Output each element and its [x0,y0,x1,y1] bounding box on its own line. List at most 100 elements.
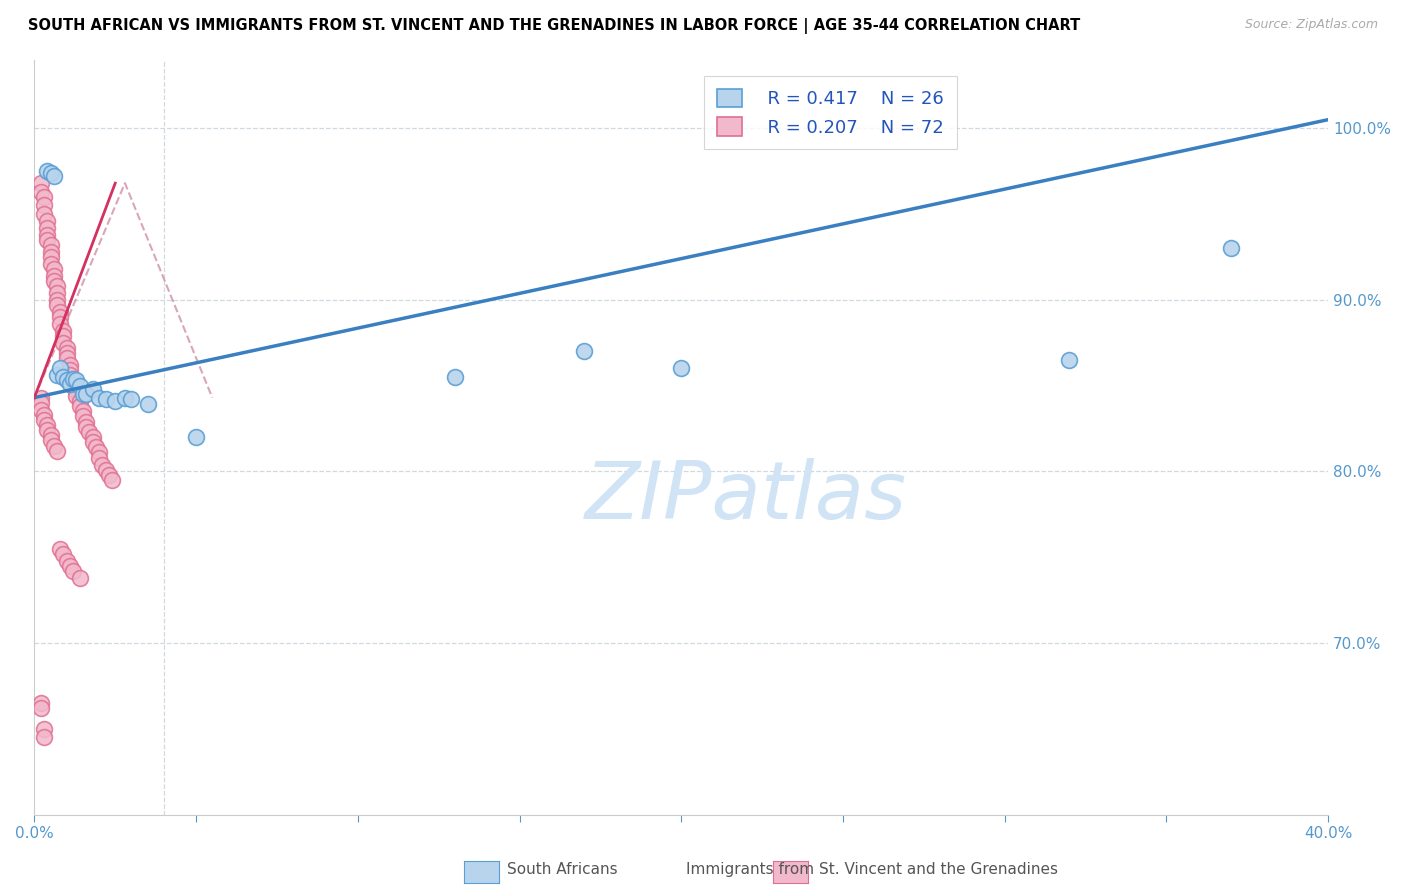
Point [39,257,62,271]
Point [65,384,87,398]
Point [32,731,55,745]
Point [82,382,104,396]
Point [75,415,97,429]
Point [52,328,75,343]
Point [46,443,69,458]
Point [49,310,72,324]
Point [574,344,596,359]
Point [49,541,72,556]
Point [62,372,84,386]
Point [37,214,59,228]
Point [82,430,104,444]
Point [30,402,52,417]
Point [30,176,52,190]
Point [42,169,65,184]
Point [52,370,75,384]
Point [94,392,117,407]
Point [136,397,159,411]
Point [84,441,107,455]
Point [65,389,87,403]
Point [37,220,59,235]
Text: Immigrants from St. Vincent and the Grenadines: Immigrants from St. Vincent and the Gren… [686,863,1057,877]
Point [69,399,91,413]
Point [32,207,55,221]
Point [69,394,91,409]
Point [49,317,72,331]
Point [42,261,65,276]
Point [30,396,52,410]
Legend:   R = 0.417    N = 26,   R = 0.207    N = 72: R = 0.417 N = 26, R = 0.207 N = 72 [704,76,957,149]
Point [671,361,693,376]
Point [30,391,52,405]
Point [62,564,84,578]
Point [87,450,110,465]
Text: Source: ZipAtlas.com: Source: ZipAtlas.com [1244,18,1378,31]
Point [82,435,104,450]
Point [39,244,62,259]
Point [72,404,94,418]
Point [59,558,82,573]
Point [104,394,127,409]
Point [87,391,110,405]
Point [42,439,65,453]
Point [37,423,59,437]
Point [37,233,59,247]
Point [46,368,69,383]
Point [55,374,77,388]
Point [46,285,69,300]
Point [55,341,77,355]
Point [65,374,87,388]
Point [62,378,84,392]
Point [72,409,94,424]
Point [59,368,82,383]
Point [87,445,110,459]
Point [72,387,94,401]
Point [91,458,114,472]
Point [39,238,62,252]
Point [55,346,77,360]
Point [32,198,55,212]
Point [75,387,97,401]
Point [39,434,62,448]
Point [97,467,120,482]
Point [94,463,117,477]
Point [39,250,62,264]
Point [79,425,101,439]
Point [46,293,69,307]
Point [39,428,62,442]
Point [37,164,59,178]
Point [59,358,82,372]
Point [59,376,82,391]
Point [49,305,72,319]
Point [30,701,52,715]
Point [1059,352,1081,367]
Point [32,190,55,204]
Point [101,473,124,487]
Point [52,335,75,350]
Text: ZIPatlas: ZIPatlas [585,458,907,536]
Point [55,553,77,567]
Point [114,391,136,405]
Point [30,696,52,710]
Point [30,185,52,199]
Point [69,378,91,392]
Point [32,408,55,422]
Text: SOUTH AFRICAN VS IMMIGRANTS FROM ST. VINCENT AND THE GRENADINES IN LABOR FORCE |: SOUTH AFRICAN VS IMMIGRANTS FROM ST. VIN… [28,18,1080,34]
Point [55,351,77,365]
Text: South Africans: South Africans [508,863,617,877]
Point [184,430,207,444]
Point [62,374,84,388]
Point [46,298,69,312]
Point [75,419,97,434]
Point [59,363,82,377]
Point [120,392,142,407]
Point [49,361,72,376]
Point [32,413,55,427]
Point [1220,241,1243,255]
Point [46,279,69,293]
Point [37,227,59,242]
Point [37,418,59,433]
Point [42,274,65,288]
Point [32,722,55,736]
Point [52,324,75,338]
